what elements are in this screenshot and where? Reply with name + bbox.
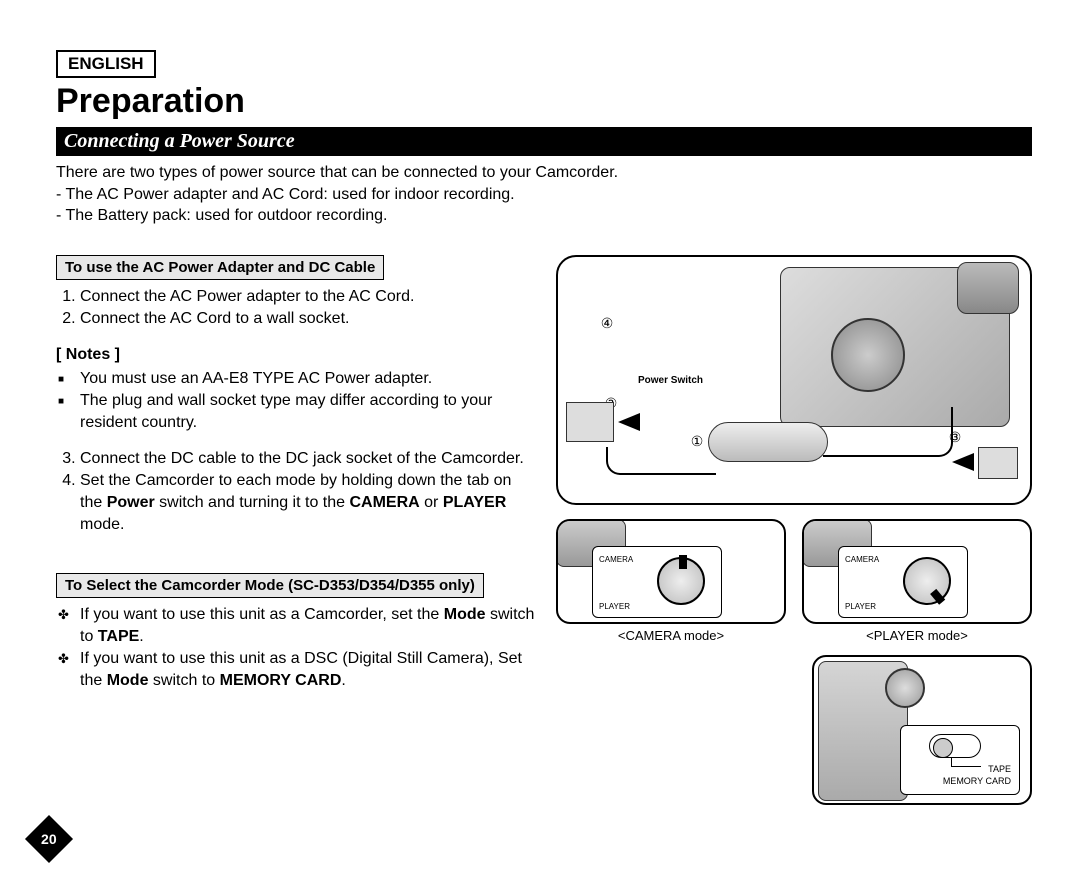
power-switch-label: Power Switch	[638, 375, 703, 386]
step-bold: PLAYER	[443, 494, 506, 511]
intro-line: - The AC Power adapter and AC Cord: used…	[56, 184, 1032, 206]
cord-icon	[606, 447, 716, 475]
mode-bullets: If you want to use this unit as a Camcor…	[56, 604, 536, 692]
camera-mode-diagram: CAMERA PLAYER <CAMERA mode>	[556, 519, 786, 643]
memory-card-label: MEMORY CARD	[943, 776, 1011, 786]
intro-line: - The Battery pack: used for outdoor rec…	[56, 205, 1032, 227]
subheading: To Select the Camcorder Mode (SC-D353/D3…	[56, 573, 484, 598]
step-text: or	[420, 494, 443, 511]
camera-mode-caption: <CAMERA mode>	[556, 628, 786, 643]
leader-line	[951, 758, 952, 766]
wall-socket-icon	[978, 447, 1018, 479]
dial-player-label: PLAYER	[599, 602, 630, 611]
bullet-text: If you want to use this unit as a Camcor…	[80, 606, 444, 623]
bullet-text: .	[341, 672, 345, 689]
power-dial-icon	[893, 547, 961, 615]
left-column: To use the AC Power Adapter and DC Cable…	[56, 255, 536, 805]
step-bold: CAMERA	[349, 494, 419, 511]
note-item: The plug and wall socket type may differ…	[80, 390, 536, 434]
camcorder-side-icon	[818, 661, 908, 801]
bullet-bold: MEMORY CARD	[220, 672, 342, 689]
player-mode-diagram: CAMERA PLAYER <PLAYER mode>	[802, 519, 1032, 643]
page-number: 20	[41, 831, 57, 847]
mode-switch-panel: TAPE MEMORY CARD	[900, 725, 1020, 795]
dial-player-label: PLAYER	[845, 602, 876, 611]
page-title: Preparation	[56, 82, 1032, 121]
leader-line	[951, 766, 981, 767]
language-label: ENGLISH	[56, 50, 156, 78]
callout-4: ④	[598, 315, 616, 333]
steps-list-2: Connect the DC cable to the DC jack sock…	[56, 448, 536, 536]
tape-label: TAPE	[988, 764, 1011, 774]
mode-slider-icon	[929, 734, 981, 758]
bullet-item: If you want to use this unit as a DSC (D…	[80, 648, 536, 692]
step-item: Connect the AC Power adapter to the AC C…	[80, 286, 536, 308]
step-text: switch and turning it to the	[155, 494, 350, 511]
steps-list: Connect the AC Power adapter to the AC C…	[56, 286, 536, 330]
mode-diagram-row: CAMERA PLAYER <CAMERA mode> CAMERA PLAYE…	[556, 519, 1032, 643]
subheading: To use the AC Power Adapter and DC Cable	[56, 255, 384, 280]
step-text: mode.	[80, 516, 124, 533]
bullet-bold: TAPE	[98, 628, 139, 645]
section-heading: Connecting a Power Source	[56, 127, 1032, 156]
mode-switch-diagram: TAPE MEMORY CARD	[812, 655, 1032, 805]
right-column: Power Switch ④ ② ① ③ CAMERA PLAYER	[556, 255, 1032, 805]
bullet-text: .	[139, 628, 143, 645]
intro-block: There are two types of power source that…	[56, 162, 1032, 227]
cord-icon	[823, 407, 953, 457]
wall-socket-icon	[566, 402, 614, 442]
step-bold: Power	[107, 494, 155, 511]
connection-diagram: Power Switch ④ ② ① ③	[556, 255, 1032, 505]
ac-adapter-icon	[708, 422, 828, 462]
intro-line: There are two types of power source that…	[56, 162, 1032, 184]
power-dial-icon	[657, 557, 705, 605]
notes-label: [ Notes ]	[56, 344, 536, 366]
step-item: Connect the AC Cord to a wall socket.	[80, 308, 536, 330]
player-mode-caption: <PLAYER mode>	[802, 628, 1032, 643]
dial-camera-label: CAMERA	[845, 555, 879, 564]
arrow-icon	[952, 453, 974, 471]
dial-camera-label: CAMERA	[599, 555, 633, 564]
bullet-item: If you want to use this unit as a Camcor…	[80, 604, 536, 648]
page-number-badge: 20	[25, 815, 73, 863]
notes-list: You must use an AA-E8 TYPE AC Power adap…	[56, 368, 536, 434]
camcorder-illustration	[780, 267, 1010, 427]
bullet-bold: Mode	[107, 672, 149, 689]
step-item: Connect the DC cable to the DC jack sock…	[80, 448, 536, 470]
arrow-icon	[618, 413, 640, 431]
note-item: You must use an AA-E8 TYPE AC Power adap…	[80, 368, 536, 390]
bullet-text: switch to	[148, 672, 219, 689]
step-item: Set the Camcorder to each mode by holdin…	[80, 470, 536, 536]
bullet-bold: Mode	[444, 606, 486, 623]
